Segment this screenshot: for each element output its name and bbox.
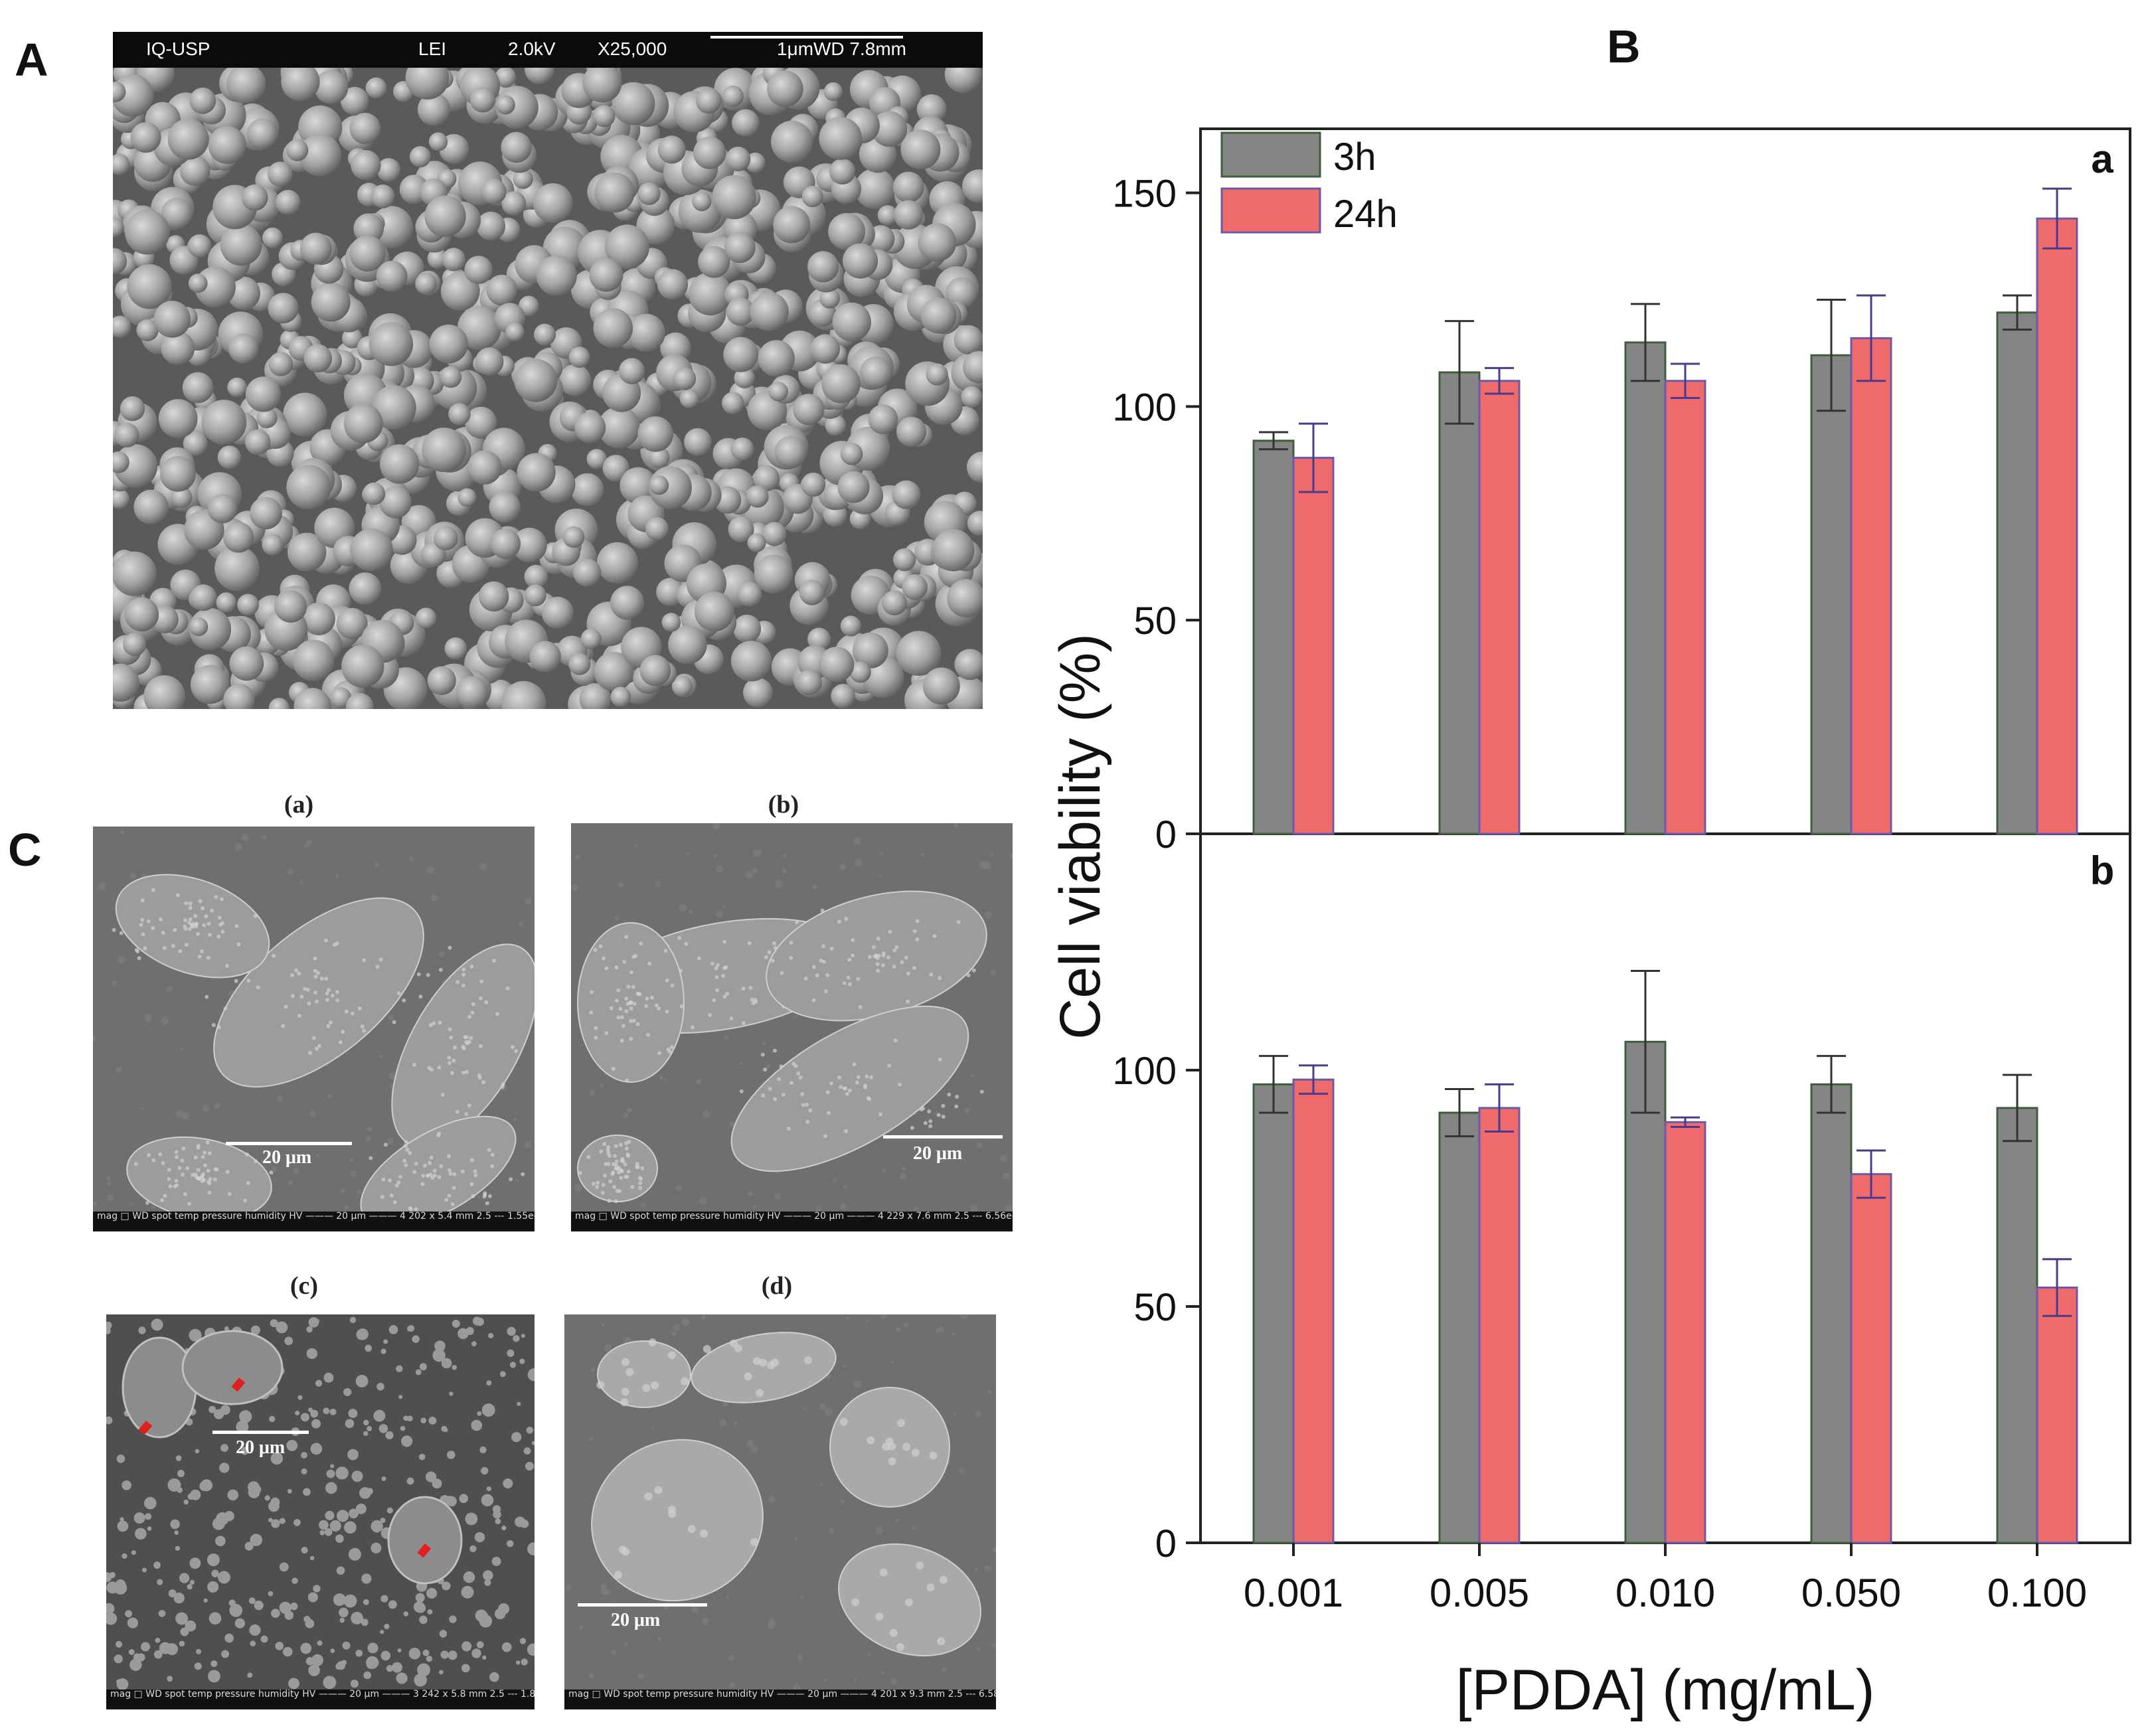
- cell-texture: [571, 823, 1013, 1212]
- scale-bar: [212, 1431, 309, 1434]
- scale-bar: [578, 1603, 707, 1607]
- bar-b-24h-0.100: [2036, 1287, 2078, 1544]
- x-tick-label: 0.005: [1430, 1571, 1529, 1615]
- y-tick-label: 0: [1155, 813, 1177, 856]
- bar-b-24h-0.005: [1478, 1107, 1521, 1544]
- legend: 3h 24h: [1220, 131, 1398, 236]
- sem-metadata-footer: mag □ WD spot temp pressure humidity HV …: [564, 1690, 996, 1709]
- y-tick-label: 100: [1112, 386, 1177, 429]
- caption-image-d: (d): [761, 1272, 793, 1300]
- sem-wd-label: WD 7.8mm: [813, 39, 906, 59]
- x-tick-label: 0.001: [1244, 1571, 1343, 1615]
- bar-b-3h-0.005: [1438, 1111, 1481, 1544]
- bar-b-24h-0.010: [1664, 1121, 1706, 1544]
- nanoparticle-texture: [113, 68, 983, 709]
- sem-mode-label: LEI: [418, 39, 447, 59]
- bar-a-24h-0.100: [2036, 217, 2078, 835]
- cell-texture: [106, 1314, 535, 1690]
- bar-a-24h-0.001: [1292, 457, 1335, 835]
- scale-bar-label: 20 μm: [236, 1437, 286, 1458]
- sem-voltage-label: 2.0kV: [508, 39, 556, 59]
- cell-texture: [564, 1314, 996, 1690]
- cell-sem-image-d: 20 μm mag □ WD spot temp pressure humidi…: [564, 1314, 996, 1709]
- legend-label-3h: 3h: [1333, 135, 1376, 179]
- bar-a-3h-0.005: [1438, 371, 1481, 835]
- cell-sem-image-b: 20 μm mag □ WD spot temp pressure humidi…: [571, 823, 1013, 1231]
- scale-bar-label: 20 μm: [611, 1610, 661, 1630]
- cell-sem-image-a: 20 μm mag □ WD spot temp pressure humidi…: [93, 827, 535, 1231]
- y-tick-label: 50: [1133, 1286, 1177, 1329]
- y-tick-label: 0: [1155, 1522, 1177, 1565]
- caption-image-b: (b): [768, 791, 799, 819]
- sem-scale-label: 1μm: [777, 39, 814, 59]
- caption-image-c: (c): [289, 1272, 319, 1300]
- bar-a-3h-0.010: [1624, 341, 1667, 835]
- sem-magnification-label: X25,000: [598, 39, 667, 59]
- x-axis-title: [PDDA] (mg/mL): [1456, 1658, 1875, 1722]
- y-tick-label: 100: [1112, 1050, 1177, 1093]
- bar-a-3h-0.050: [1810, 354, 1853, 835]
- bar-a-24h-0.050: [1850, 337, 1892, 835]
- sem-metadata-footer: mag □ WD spot temp pressure humidity HV …: [93, 1212, 535, 1231]
- bar-a-24h-0.005: [1478, 380, 1521, 835]
- bar-b-3h-0.001: [1252, 1083, 1295, 1544]
- subplot-label-a: a: [2091, 137, 2113, 181]
- bar-b-3h-0.050: [1810, 1083, 1853, 1544]
- legend-label-24h: 24h: [1333, 193, 1398, 236]
- cell-sem-image-c: 20 μm mag □ WD spot temp pressure humidi…: [106, 1314, 535, 1709]
- panel-label-b: B: [1607, 21, 1641, 72]
- scale-bar-label: 20 μm: [262, 1147, 312, 1168]
- sem-metadata-footer: mag □ WD spot temp pressure humidity HV …: [106, 1690, 535, 1709]
- scale-bar: [883, 1135, 1003, 1139]
- x-tick-label: 0.050: [1801, 1571, 1901, 1615]
- cell-texture: [93, 827, 535, 1212]
- sem-info-bar: IQ-USP LEI 2.0kV X25,000 1μm WD 7.8mm: [113, 32, 983, 68]
- bar-b-3h-0.100: [1996, 1107, 2038, 1544]
- bar-b-3h-0.010: [1624, 1040, 1667, 1544]
- cell-viability-chart: 0 50 100 150 0 50 100 0.001 0.005 0.010 0.050 0.100…: [1048, 127, 2131, 1722]
- x-tick-label: 0.100: [1987, 1571, 2087, 1615]
- y-axis-title: Cell viability (%): [1048, 633, 1112, 1040]
- x-tick-label: 0.010: [1615, 1571, 1715, 1615]
- panel-label-a: A: [15, 34, 48, 86]
- bar-b-24h-0.001: [1292, 1078, 1335, 1544]
- sem-metadata-footer: mag □ WD spot temp pressure humidity HV …: [571, 1212, 1013, 1231]
- panel-label-c: C: [8, 824, 42, 876]
- legend-swatch-24h: [1220, 187, 1321, 234]
- sem-nanoparticle-image: IQ-USP LEI 2.0kV X25,000 1μm WD 7.8mm: [113, 32, 983, 709]
- legend-swatch-3h: [1220, 131, 1321, 178]
- subplot-label-b: b: [2090, 848, 2115, 893]
- bar-b-24h-0.050: [1850, 1173, 1892, 1544]
- scale-bar-label: 20 μm: [913, 1143, 963, 1164]
- y-tick-label: 50: [1133, 599, 1177, 643]
- bar-a-3h-0.001: [1252, 439, 1295, 835]
- bar-a-24h-0.010: [1664, 380, 1706, 835]
- bar-a-3h-0.100: [1996, 311, 2038, 835]
- y-tick-label: 150: [1112, 173, 1177, 216]
- sem-scale-bar: [710, 36, 903, 39]
- caption-image-a: (a): [284, 791, 314, 819]
- sem-lab-label: IQ-USP: [146, 39, 210, 59]
- scale-bar: [226, 1142, 352, 1145]
